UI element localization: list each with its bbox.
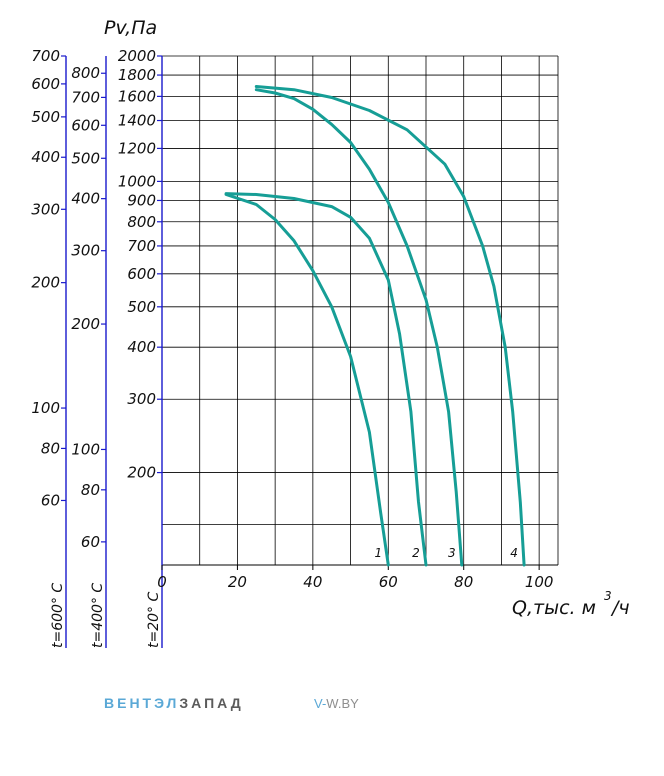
curve-4 — [254, 85, 526, 567]
brand-part1: ВЕНТЭЛ — [104, 695, 180, 711]
curve-2 — [224, 192, 428, 567]
site-rest: W.BY — [326, 696, 359, 711]
y-tick-label: 1600 — [118, 87, 156, 105]
y-tick-label: 1200 — [118, 139, 156, 157]
chart-axes — [61, 55, 540, 648]
curve-3 — [254, 88, 464, 567]
curve-label-3: 3 — [448, 546, 456, 560]
x-tick-label: 20 — [228, 573, 247, 591]
x-axis-title-tail: /ч — [610, 597, 630, 619]
curve-label-1: 1 — [374, 546, 382, 560]
y-tick-label: 60 — [81, 533, 100, 551]
y-tick-label: 400 — [31, 148, 60, 166]
y-tick-label: 700 — [71, 88, 100, 106]
y-tick-label: 500 — [71, 149, 100, 167]
y-tick-label: 80 — [81, 481, 100, 499]
y-tick-label: 100 — [31, 399, 60, 417]
y-tick-label: 800 — [127, 213, 156, 231]
brand-part2: ЗАПАД — [179, 695, 244, 711]
y-tick-label: 1800 — [118, 66, 156, 84]
temperature-label: t=400° С — [90, 583, 106, 648]
temperature-label: t=20° С — [146, 592, 162, 648]
y-tick-label: 300 — [127, 390, 156, 408]
y-tick-label: 500 — [31, 108, 60, 126]
y-tick-label: 60 — [41, 491, 60, 509]
brand-logo: ВЕНТЭЛЗАПАД — [104, 695, 244, 711]
site-prefix: V- — [314, 696, 327, 711]
y-tick-label: 400 — [71, 190, 100, 208]
curve-label-4: 4 — [510, 546, 518, 560]
x-tick-label: 100 — [525, 573, 554, 591]
x-axis-title: Q,тыс. м — [512, 597, 596, 619]
y-tick-label: 300 — [31, 200, 60, 218]
temperature-label: t=600° С — [50, 583, 66, 648]
x-tick-label: 60 — [379, 573, 398, 591]
x-axis-title-sup: 3 — [604, 589, 612, 603]
y-tick-label: 1000 — [118, 172, 156, 190]
y-tick-label: 100 — [71, 440, 100, 458]
fan-performance-chart: 2003004005006007008009001000120014001600… — [31, 17, 630, 648]
y-tick-label: 700 — [31, 47, 60, 65]
chart-series — [224, 85, 526, 567]
y-tick-label: 200 — [31, 274, 60, 292]
y-tick-label: 2000 — [118, 47, 156, 65]
chart-labels: 2003004005006007008009001000120014001600… — [31, 17, 629, 648]
x-tick-label: 40 — [303, 573, 322, 591]
y-axis-title: Pv,Па — [104, 17, 157, 39]
y-tick-label: 800 — [71, 64, 100, 82]
x-tick-label: 80 — [454, 573, 473, 591]
y-tick-label: 700 — [127, 237, 156, 255]
y-tick-label: 300 — [71, 242, 100, 260]
y-tick-label: 200 — [71, 315, 100, 333]
y-tick-label: 600 — [71, 116, 100, 134]
curve-1 — [224, 193, 390, 567]
y-tick-label: 600 — [127, 265, 156, 283]
y-tick-label: 400 — [127, 338, 156, 356]
y-tick-label: 80 — [41, 439, 60, 457]
y-tick-label: 500 — [127, 298, 156, 316]
curve-label-2: 2 — [412, 546, 420, 560]
site-link[interactable]: V-W.BY — [314, 696, 359, 711]
y-tick-label: 900 — [127, 191, 156, 209]
y-tick-label: 200 — [127, 464, 156, 482]
y-tick-label: 1400 — [118, 112, 156, 130]
x-tick-label: 0 — [157, 573, 167, 591]
y-tick-label: 600 — [31, 75, 60, 93]
